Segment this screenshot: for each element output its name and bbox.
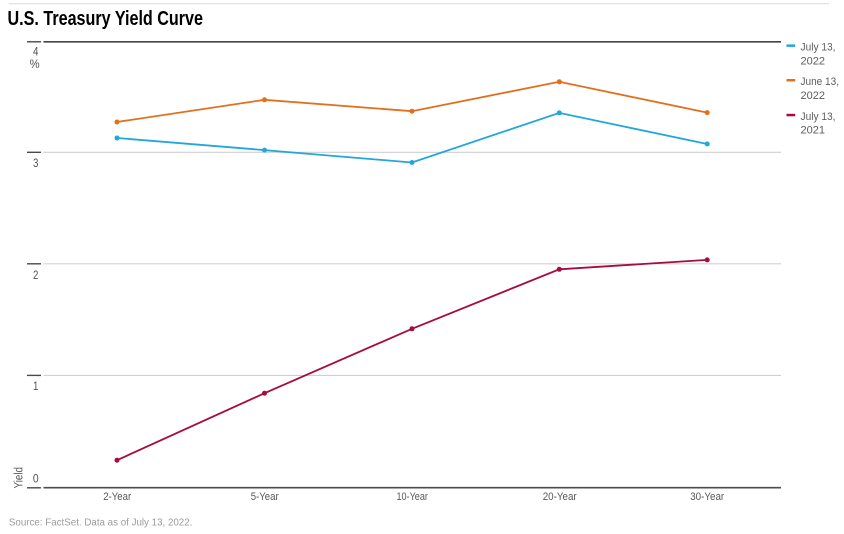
svg-text:2: 2 xyxy=(33,268,39,282)
svg-text:4: 4 xyxy=(33,45,39,59)
svg-text:U.S. Treasury Yield Curve: U.S. Treasury Yield Curve xyxy=(8,8,204,30)
svg-text:%: % xyxy=(30,57,40,71)
svg-text:30-Year: 30-Year xyxy=(690,491,724,503)
svg-text:5-Year: 5-Year xyxy=(251,491,279,503)
svg-text:July 13,: July 13, xyxy=(801,41,836,53)
svg-text:20-Year: 20-Year xyxy=(543,491,577,503)
svg-text:2022: 2022 xyxy=(801,90,826,102)
svg-text:July 13,: July 13, xyxy=(801,111,836,123)
svg-text:Yield: Yield xyxy=(14,467,26,489)
svg-text:3: 3 xyxy=(33,156,39,170)
svg-text:2022: 2022 xyxy=(801,55,826,67)
svg-text:2021: 2021 xyxy=(801,125,826,137)
svg-text:0: 0 xyxy=(33,472,39,486)
svg-text:Source: FactSet. Data as of Ju: Source: FactSet. Data as of July 13, 202… xyxy=(9,517,193,528)
svg-text:2-Year: 2-Year xyxy=(103,491,131,503)
svg-text:June 13,: June 13, xyxy=(801,76,840,88)
svg-text:1: 1 xyxy=(33,379,39,393)
svg-text:10-Year: 10-Year xyxy=(396,491,428,503)
